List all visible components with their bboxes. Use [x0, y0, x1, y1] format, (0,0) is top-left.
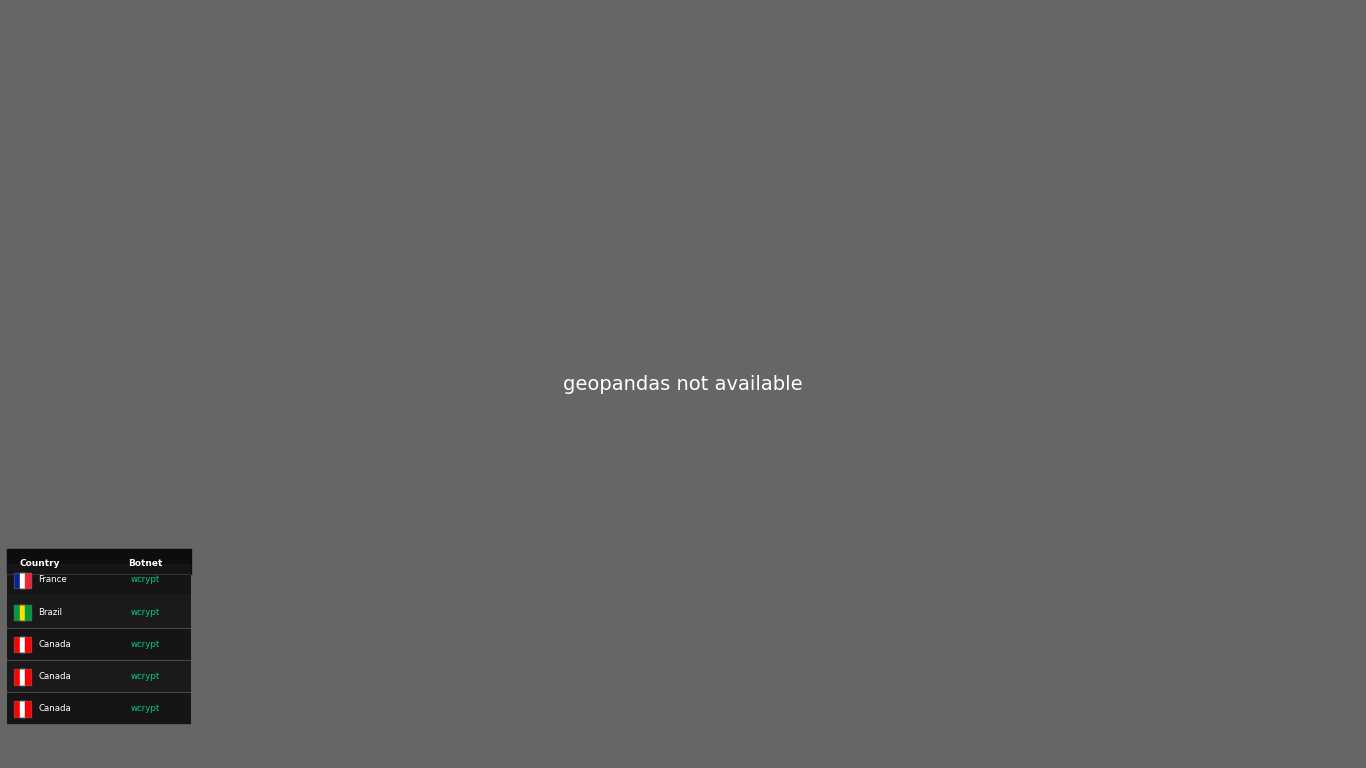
Bar [14, 637, 31, 653]
Text: wcrypt: wcrypt [131, 640, 160, 649]
Text: wcrypt: wcrypt [131, 704, 160, 713]
Bar [14, 637, 19, 653]
Text: France: France [38, 575, 67, 584]
Bar [14, 573, 31, 588]
Bar [14, 605, 31, 621]
Bar [14, 605, 19, 621]
Bar [14, 573, 19, 588]
Text: Country: Country [19, 559, 60, 568]
Bar [26, 669, 31, 684]
Bar [7, 549, 191, 574]
Text: Canada: Canada [38, 672, 71, 681]
Text: wcrypt: wcrypt [131, 575, 160, 584]
Bar [26, 701, 31, 717]
Bar [19, 573, 26, 588]
Bar [14, 701, 19, 717]
Text: geopandas not available: geopandas not available [563, 375, 803, 393]
Bar [7, 628, 191, 659]
Bar [19, 669, 26, 684]
Bar [26, 605, 31, 621]
Text: Brazil: Brazil [38, 607, 63, 617]
Text: wcrypt: wcrypt [131, 672, 160, 681]
Bar [26, 637, 31, 653]
Bar [7, 564, 191, 595]
Bar [14, 669, 31, 684]
Bar [26, 573, 31, 588]
Bar [14, 701, 31, 717]
Bar [19, 637, 26, 653]
Bar [19, 605, 26, 621]
Bar [14, 669, 19, 684]
Bar [7, 597, 191, 627]
Text: Canada: Canada [38, 640, 71, 649]
Text: Botnet: Botnet [128, 559, 163, 568]
Bar [7, 660, 191, 691]
Bar [19, 701, 26, 717]
Text: wcrypt: wcrypt [131, 607, 160, 617]
Text: Canada: Canada [38, 704, 71, 713]
Bar [7, 693, 191, 723]
